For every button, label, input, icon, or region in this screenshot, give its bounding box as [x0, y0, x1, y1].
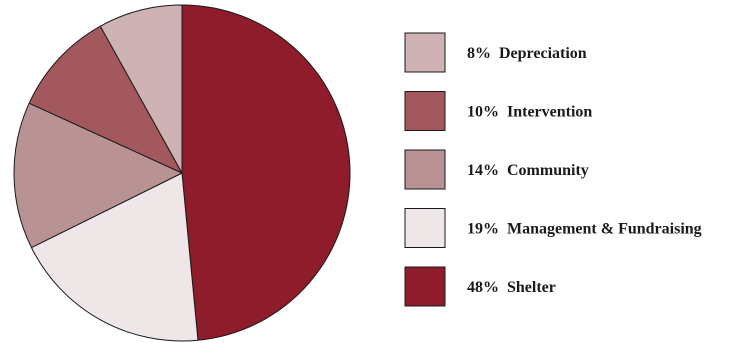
legend-label-depreciation: 8% Depreciation: [467, 45, 587, 62]
legend-category: Shelter: [507, 279, 556, 296]
legend-item-intervention: 10% Intervention: [404, 91, 592, 131]
legend-swatch-management-and-fundraising: [404, 208, 446, 248]
legend-swatch-shelter: [404, 266, 446, 307]
legend-item-depreciation: 8% Depreciation: [404, 32, 587, 73]
legend-percent: 19%: [467, 221, 499, 238]
legend-percent: 8%: [467, 45, 491, 62]
legend-percent: 10%: [467, 104, 499, 121]
legend-label-shelter: 48% Shelter: [467, 279, 556, 296]
pie-slice-management-and-fundraising: [30, 172, 199, 342]
legend-label-intervention: 10% Intervention: [467, 104, 592, 121]
legend-swatch-depreciation: [404, 32, 446, 73]
legend-swatch-intervention: [404, 91, 446, 131]
pie-slice-community: [13, 102, 183, 249]
legend-category: Depreciation: [499, 45, 587, 62]
legend-label-management-and-fundraising: 19% Management & Fundraising: [467, 221, 702, 238]
legend-category: Management & Fundraising: [507, 221, 702, 238]
legend-item-community: 14% Community: [404, 149, 589, 190]
pie-slice-shelter: [181, 4, 351, 341]
legend-item-shelter: 48% Shelter: [404, 266, 556, 307]
pie: [13, 4, 351, 342]
legend-category: Community: [507, 162, 589, 179]
legend-item-management-and-fundraising: 19% Management & Fundraising: [404, 208, 702, 248]
legend-category: Intervention: [507, 104, 592, 121]
legend-percent: 14%: [467, 162, 499, 179]
pie-slice-depreciation: [99, 4, 183, 174]
legend: 8% Depreciation 10% Intervention 14% Communit…: [404, 32, 702, 307]
legend-label-community: 14% Community: [467, 162, 589, 179]
pie-slice-intervention: [28, 25, 183, 174]
legend-percent: 48%: [467, 279, 499, 296]
legend-swatch-community: [404, 149, 446, 190]
